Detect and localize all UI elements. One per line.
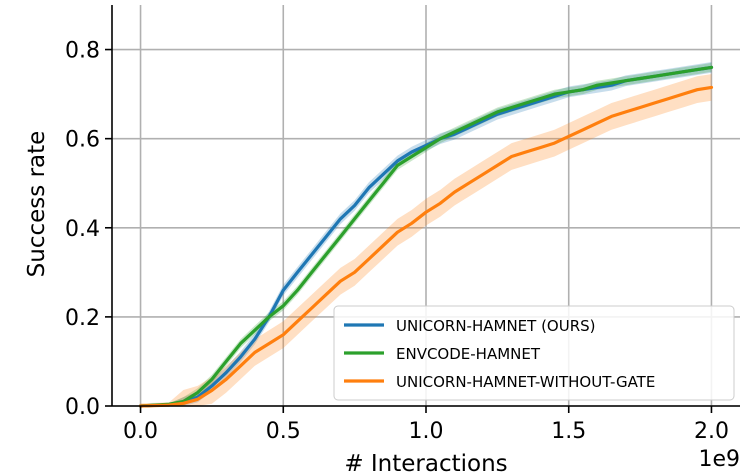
y-tick-label: 0.0 bbox=[65, 395, 100, 420]
x-tick-label: 1.5 bbox=[551, 419, 586, 444]
x-tick-label: 0.5 bbox=[266, 419, 301, 444]
y-tick-label: 0.4 bbox=[65, 217, 100, 242]
y-tick-label: 0.6 bbox=[65, 128, 100, 153]
y-ticks: 0.0 0.2 0.4 0.6 0.8 bbox=[65, 39, 112, 420]
legend-label-2: UNICORN-HAMNET-WITHOUT-GATE bbox=[396, 373, 655, 391]
legend-box bbox=[333, 305, 735, 401]
y-tick-label: 0.2 bbox=[65, 306, 100, 331]
series-line-1 bbox=[138, 65, 714, 408]
series-band-2 bbox=[140, 74, 712, 406]
legend: UNICORN-HAMNET (OURS) ENVCODE-HAMNET UNICO… bbox=[333, 305, 735, 401]
x-ticks: 0.0 0.5 1.0 1.5 2.0 bbox=[123, 406, 729, 444]
legend-label-1: ENVCODE-HAMNET bbox=[396, 345, 541, 363]
x-tick-label: 1.0 bbox=[409, 419, 444, 444]
y-tick-label: 0.8 bbox=[65, 39, 100, 64]
confidence-bands bbox=[140, 62, 712, 407]
series-line-2 bbox=[138, 85, 714, 408]
x-axis-label: # Interactions bbox=[344, 451, 507, 476]
x-offset-label: 1e9 bbox=[698, 447, 740, 472]
y-axis-label: Success rate bbox=[24, 131, 50, 278]
series-lines bbox=[138, 65, 714, 408]
x-tick-label: 0.0 bbox=[123, 419, 158, 444]
x-tick-label: 2.0 bbox=[694, 419, 729, 444]
legend-label-0: UNICORN-HAMNET (OURS) bbox=[396, 317, 596, 335]
